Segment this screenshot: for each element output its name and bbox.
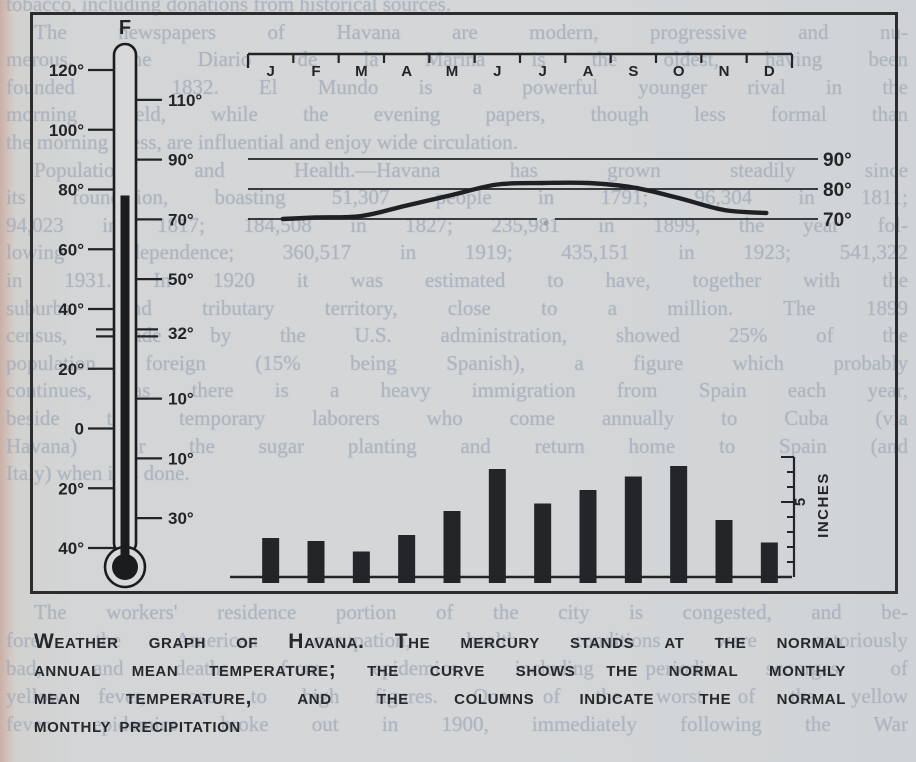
ghost-text-line: The workers' residence portion of the ci…: [34, 600, 908, 624]
ghost-text-line: the morning press, are influential and e…: [6, 130, 519, 154]
ghost-text-line: fore the American occupation, health con…: [6, 628, 908, 652]
figure-frame: [30, 12, 898, 594]
ghost-text-line: population foreign (15% being Spanish), …: [6, 350, 908, 375]
caption-line: Weather graph of Havana. The mercury sta…: [34, 630, 846, 653]
ghost-text-line: yellow fever, rose to high figures. One …: [6, 684, 908, 708]
ghost-text-line: census, made by the U.S. administration,…: [6, 323, 908, 348]
ghost-text-line: Havana) for the sugar planting and retur…: [6, 433, 908, 458]
ghost-text-line: beside the temporary laborers who come a…: [6, 406, 908, 430]
caption-line: monthly precipitation: [34, 714, 241, 737]
ghost-text-line: Italy) when it is done.: [6, 461, 190, 486]
ghost-text-line: bad, and deaths from epidemics, includin…: [6, 656, 908, 680]
caption-line: annual mean temperature; the curve shows…: [34, 658, 846, 681]
ghost-text-line: morning field, while the evening papers,…: [6, 102, 908, 127]
ghost-text-line: The newspapers of Havana are modern, pro…: [34, 19, 908, 44]
ghost-text-line: Population and Health.—Havana has grown …: [34, 157, 908, 182]
ghost-text-line: suburbs and tributary territory, close t…: [6, 295, 908, 320]
ghost-text-line: merous. The Diario de la Marina is the o…: [6, 47, 908, 72]
figure-caption: Weather graph of Havana. The mercury sta…: [34, 628, 846, 740]
ghost-text-line: fever epidemics broke out in 1900, immed…: [6, 712, 908, 736]
ghost-text-line: lowing independence; 360,517 in 1919; 43…: [6, 240, 908, 265]
ghost-text-line: founded in 1832. El Mundo is a powerful …: [6, 74, 908, 99]
caption-line: mean temperature, and the columns indica…: [34, 686, 846, 709]
